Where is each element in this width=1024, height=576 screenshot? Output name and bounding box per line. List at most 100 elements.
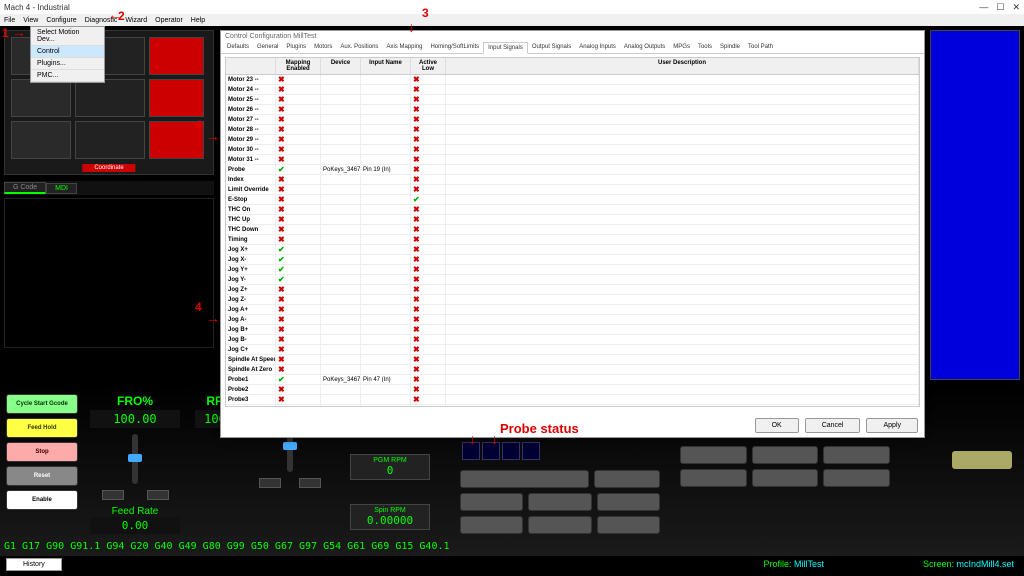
dialog-tab[interactable]: Motors [310, 42, 336, 53]
table-row[interactable]: Motor 31 --✖✖ [226, 155, 919, 165]
dialog-tab[interactable]: Tool Path [744, 42, 777, 53]
jog-cell[interactable] [11, 121, 71, 159]
table-row[interactable]: Probe✔PoKeys_34673Pin 19 (In)✖ [226, 165, 919, 175]
action-button[interactable] [680, 446, 747, 464]
action-button[interactable] [823, 446, 890, 464]
table-row[interactable]: Limit Override✖✖ [226, 185, 919, 195]
maximize-icon[interactable]: ☐ [996, 2, 1004, 13]
table-row[interactable]: Index✖✖ [226, 175, 919, 185]
apply-button[interactable]: Apply [866, 418, 918, 433]
table-row[interactable]: Probe2✖✖ [226, 385, 919, 395]
table-row[interactable]: Jog B-✖✖ [226, 335, 919, 345]
inc-button[interactable] [299, 478, 321, 488]
table-row[interactable]: Motor 24 --✖✖ [226, 85, 919, 95]
dropdown-item-motion-dev[interactable]: Select Motion Dev... [31, 27, 104, 46]
action-button[interactable] [597, 516, 660, 534]
coordinate-button[interactable]: Coordinate [82, 164, 135, 172]
table-row[interactable]: Jog Y-✔✖ [226, 275, 919, 285]
jog-cell[interactable] [75, 79, 145, 117]
fro-inc-button[interactable] [147, 490, 169, 500]
dialog-tab[interactable]: Aux. Positions [336, 42, 382, 53]
dialog-tab[interactable]: Homing/SoftLimits [426, 42, 483, 53]
dialog-tab[interactable]: Axis Mapping [382, 42, 426, 53]
ok-button[interactable]: OK [755, 418, 799, 433]
table-row[interactable]: Spindle At Zero✖✖ [226, 365, 919, 375]
table-row[interactable]: Motor 23 --✖✖ [226, 75, 919, 85]
action-button[interactable] [752, 469, 819, 487]
action-button[interactable] [594, 470, 660, 488]
menu-configure[interactable]: Configure [46, 17, 76, 24]
table-row[interactable]: Motion Inhibit✖✖ [226, 405, 919, 407]
dialog-tab[interactable]: General [253, 42, 282, 53]
dialog-tab[interactable]: MPGs [669, 42, 694, 53]
dialog-tab[interactable]: Defaults [223, 42, 253, 53]
table-row[interactable]: THC On✖✖ [226, 205, 919, 215]
action-button[interactable] [460, 516, 523, 534]
action-button[interactable] [823, 469, 890, 487]
fro-slider[interactable] [132, 434, 138, 484]
tab-gcode[interactable]: G Code [4, 182, 46, 194]
dec-button[interactable] [259, 478, 281, 488]
table-row[interactable]: Probe1✔PoKeys_34673Pin 47 (In)✖ [226, 375, 919, 385]
stop-button[interactable]: Stop [6, 442, 78, 462]
menu-view[interactable]: View [23, 17, 38, 24]
table-row[interactable]: Jog X+✔✖ [226, 245, 919, 255]
history-button[interactable]: History [6, 558, 62, 571]
toolpath-view[interactable] [930, 30, 1020, 380]
jog-cell[interactable] [75, 121, 145, 159]
cycle-start-button[interactable]: Cycle Start Gcode [6, 394, 78, 414]
action-button[interactable] [460, 470, 589, 488]
dropdown-item-control[interactable]: Control [31, 46, 104, 58]
fro-dec-button[interactable] [102, 490, 124, 500]
table-row[interactable]: Motor 27 --✖✖ [226, 115, 919, 125]
table-row[interactable]: Jog X-✔✖ [226, 255, 919, 265]
table-row[interactable]: Probe3✖✖ [226, 395, 919, 405]
dropdown-item-plugins[interactable]: Plugins... [31, 58, 104, 70]
table-row[interactable]: Motor 28 --✖✖ [226, 125, 919, 135]
tab-mdi[interactable]: MDI [46, 183, 77, 194]
action-button[interactable] [680, 469, 747, 487]
feed-hold-button[interactable]: Feed Hold [6, 418, 78, 438]
table-row[interactable]: Jog A+✖✖ [226, 305, 919, 315]
dialog-tab[interactable]: Plugins [282, 42, 310, 53]
dialog-tab[interactable]: Output Signals [528, 42, 575, 53]
dialog-tab[interactable]: Input Signals [483, 42, 528, 54]
action-button[interactable] [528, 493, 591, 511]
dialog-tab[interactable]: Analog Inputs [575, 42, 620, 53]
cancel-button[interactable]: Cancel [805, 418, 861, 433]
table-row[interactable]: THC Up✖✖ [226, 215, 919, 225]
dialog-tab[interactable]: Tools [694, 42, 716, 53]
action-button[interactable] [460, 493, 523, 511]
menu-help[interactable]: Help [191, 17, 205, 24]
table-row[interactable]: Motor 30 --✖✖ [226, 145, 919, 155]
action-button[interactable] [752, 446, 819, 464]
dialog-tab[interactable]: Spindle [716, 42, 744, 53]
table-row[interactable]: Motor 29 --✖✖ [226, 135, 919, 145]
jog-cell[interactable] [149, 37, 204, 75]
table-row[interactable]: Jog Z-✖✖ [226, 295, 919, 305]
reset-button[interactable]: Reset [6, 466, 78, 486]
table-row[interactable]: Jog C+✖✖ [226, 345, 919, 355]
table-row[interactable]: Timing✖✖ [226, 235, 919, 245]
table-row[interactable]: Jog A-✖✖ [226, 315, 919, 325]
dropdown-item-pmc[interactable]: PMC... [31, 70, 104, 82]
jog-cell[interactable] [11, 79, 71, 117]
enable-button[interactable]: Enable [6, 490, 78, 510]
jog-cell[interactable] [149, 79, 204, 117]
action-button[interactable] [597, 493, 660, 511]
table-row[interactable]: Jog Y+✔✖ [226, 265, 919, 275]
action-button[interactable] [528, 516, 591, 534]
table-row[interactable]: Jog B+✖✖ [226, 325, 919, 335]
menu-wizard[interactable]: Wizard [125, 17, 147, 24]
table-row[interactable]: THC Down✖✖ [226, 225, 919, 235]
table-row[interactable]: Jog Z+✖✖ [226, 285, 919, 295]
table-row[interactable]: Motor 26 --✖✖ [226, 105, 919, 115]
minimize-icon[interactable]: — [979, 2, 988, 13]
table-row[interactable]: E-Stop✖✔ [226, 195, 919, 205]
menu-file[interactable]: File [4, 17, 15, 24]
dialog-tab[interactable]: Analog Outputs [620, 42, 669, 53]
table-row[interactable]: Motor 25 --✖✖ [226, 95, 919, 105]
close-icon[interactable]: ✕ [1012, 2, 1020, 13]
menu-operator[interactable]: Operator [155, 17, 183, 24]
tool-info-button[interactable] [952, 451, 1012, 469]
